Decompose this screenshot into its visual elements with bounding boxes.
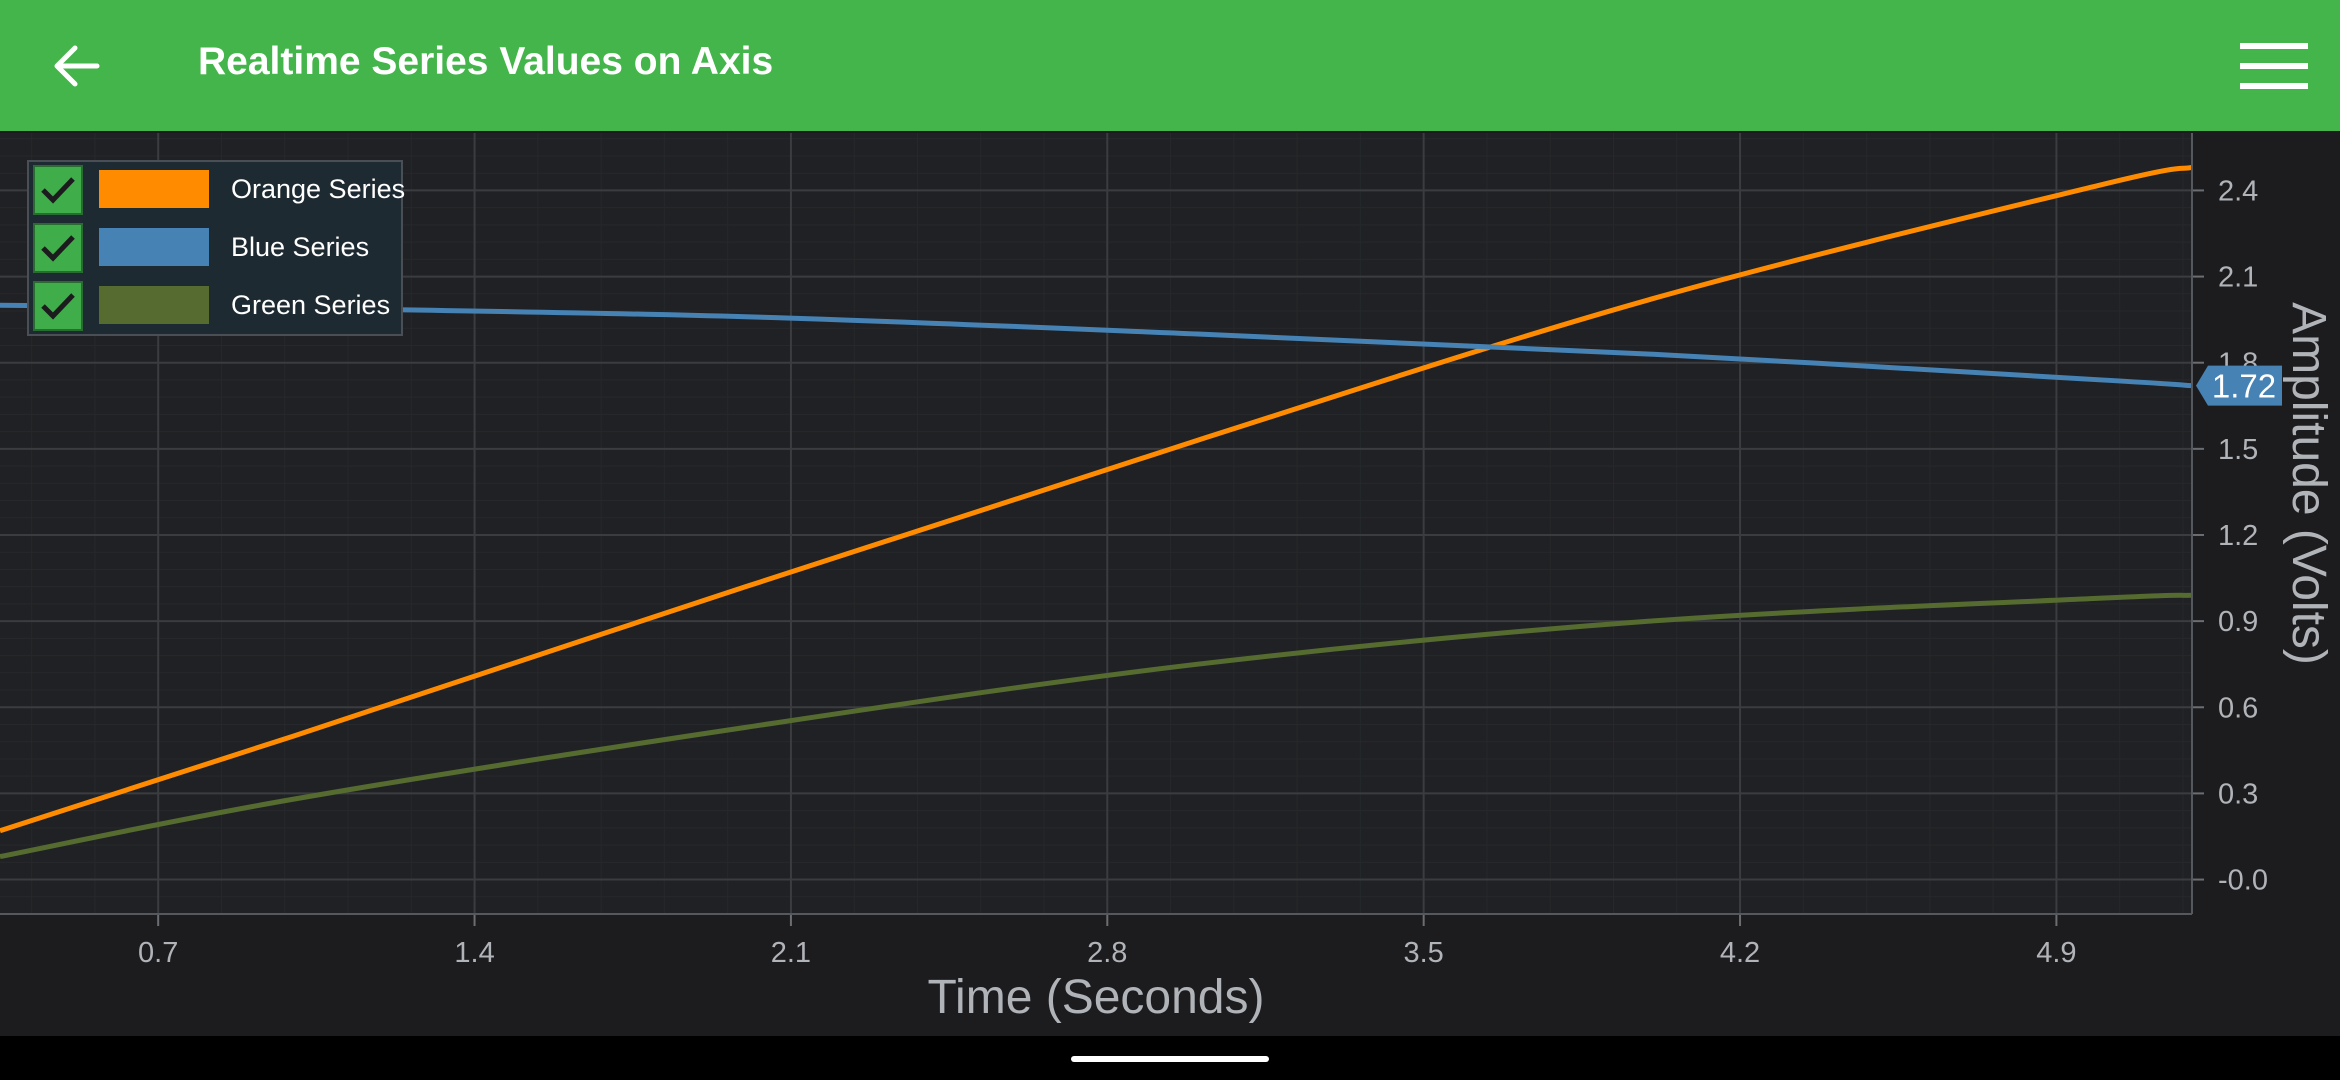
legend-item-orange[interactable]: Orange Series bbox=[29, 162, 405, 222]
app-bar: Realtime Series Values on Axis bbox=[0, 0, 2340, 131]
home-gesture-handle[interactable] bbox=[1071, 1056, 1269, 1062]
legend-item-green[interactable]: Green Series bbox=[29, 278, 405, 338]
legend-swatch-blue bbox=[99, 228, 209, 266]
x-tick-label: 2.1 bbox=[771, 937, 811, 969]
y-tick-label: 0.9 bbox=[2218, 606, 2258, 638]
checkmark-icon bbox=[41, 235, 75, 262]
legend-label-blue: Blue Series bbox=[231, 232, 370, 262]
hamburger-menu-icon bbox=[2240, 43, 2308, 89]
x-tick-label: 3.5 bbox=[1404, 937, 1444, 969]
y-tick-label: -0.0 bbox=[2218, 865, 2268, 897]
legend-checkbox-blue[interactable] bbox=[33, 223, 83, 273]
legend-label-orange: Orange Series bbox=[231, 174, 406, 204]
legend-checkbox-orange[interactable] bbox=[33, 165, 83, 215]
x-tick-label: 1.4 bbox=[454, 937, 494, 969]
series-line-green-series bbox=[0, 592, 2193, 860]
y-tick-label: 2.1 bbox=[2218, 262, 2258, 294]
x-axis-title: Time (Seconds) bbox=[928, 971, 1265, 1024]
y-tick-label: 0.3 bbox=[2218, 778, 2258, 810]
y-tick-label: 1.2 bbox=[2218, 520, 2258, 552]
x-tick-label: 0.7 bbox=[138, 937, 178, 969]
legend-item-blue[interactable]: Blue Series bbox=[29, 220, 405, 280]
y-tick-label: 1.5 bbox=[2218, 434, 2258, 466]
arrow-left-icon bbox=[54, 45, 100, 87]
back-button[interactable] bbox=[40, 30, 112, 102]
checkmark-icon bbox=[41, 293, 75, 320]
legend-label-green: Green Series bbox=[231, 290, 391, 320]
legend-swatch-orange bbox=[99, 170, 209, 208]
checkmark-icon bbox=[41, 177, 75, 204]
legend-checkbox-green[interactable] bbox=[33, 281, 83, 331]
series-line-orange-series bbox=[0, 164, 2193, 834]
y-axis-title: Amplitude (Volts) bbox=[2282, 302, 2335, 665]
axis-value-marker-label: 1.72 bbox=[2212, 368, 2276, 405]
y-tick-label: 0.6 bbox=[2218, 692, 2258, 724]
x-tick-label: 4.2 bbox=[1720, 937, 1760, 969]
legend-swatch-green bbox=[99, 286, 209, 324]
x-tick-label: 4.9 bbox=[2036, 937, 2076, 969]
menu-button[interactable] bbox=[2234, 30, 2314, 102]
page-title: Realtime Series Values on Axis bbox=[198, 40, 774, 83]
axis-value-marker bbox=[2196, 365, 2282, 406]
x-tick-label: 2.8 bbox=[1087, 937, 1127, 969]
chart-legend: Orange Series Blue Series Green Series bbox=[27, 160, 405, 338]
y-tick-label: 2.4 bbox=[2218, 175, 2258, 207]
